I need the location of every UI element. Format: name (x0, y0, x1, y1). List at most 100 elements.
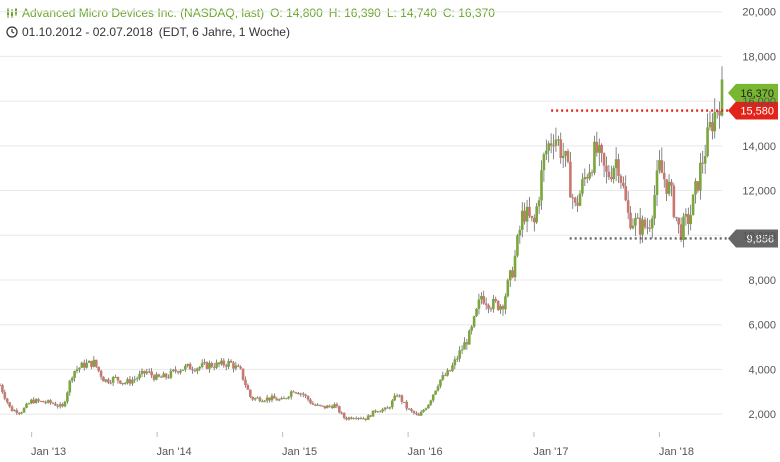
candle-body (109, 382, 113, 384)
low-value: L: 14,740 (386, 6, 437, 20)
candle-body (304, 394, 307, 396)
candle-body (641, 219, 644, 235)
close-value: C: 16,370 (442, 6, 495, 20)
candle-body (448, 370, 452, 372)
candle-body (311, 403, 315, 405)
candle-body (383, 407, 387, 410)
candle-body (313, 404, 317, 406)
candle-body (691, 194, 695, 216)
level-label: 9,856 (746, 233, 774, 245)
candle-body (49, 400, 52, 403)
candle-body (475, 308, 478, 317)
chart-header: Advanced Micro Devices Inc. (NASDAQ, las… (6, 5, 495, 41)
candle-body (518, 229, 522, 236)
candle-body (583, 177, 587, 180)
candle-body (1, 385, 4, 393)
candle-body (612, 168, 615, 180)
date-range[interactable]: 01.10.2012 - 02.07.2018 (22, 25, 153, 39)
candle-body (42, 400, 45, 403)
candle-body (143, 370, 146, 374)
instrument-title[interactable]: Advanced Micro Devices Inc. (NASDAQ, las… (22, 6, 265, 20)
candle-body (648, 227, 652, 229)
candle-body (280, 398, 283, 400)
candle-body (595, 141, 599, 153)
candle-body (458, 350, 461, 359)
candle-body (167, 377, 170, 379)
candle-body (451, 365, 454, 372)
candle-body (261, 401, 264, 403)
y-tick-label: 8,000 (748, 275, 776, 287)
candle-body (80, 362, 84, 368)
candle-body (203, 362, 206, 364)
y-tick-label: 14,000 (742, 141, 776, 153)
candle-body (15, 410, 19, 413)
candle-body (157, 374, 161, 377)
y-tick-label: 6,000 (748, 320, 776, 332)
candle-body (116, 376, 120, 381)
y-tick-label: 20,000 (742, 7, 776, 19)
candle-body (25, 403, 28, 408)
candle-body (706, 127, 709, 157)
candle-body (405, 401, 409, 409)
candle-body (667, 181, 671, 194)
candle-body (97, 366, 100, 371)
high-value: H: 16,390 (328, 6, 381, 20)
candle-body (684, 213, 688, 217)
candle-body (622, 182, 625, 187)
candle-body (82, 362, 86, 368)
candle-body (273, 395, 276, 399)
candle-body (590, 172, 594, 174)
candle-body (465, 342, 469, 345)
candle-body (670, 181, 673, 186)
candle-body (609, 177, 613, 180)
candle-body (263, 400, 267, 402)
candle-body (419, 411, 423, 416)
candle-body (427, 404, 430, 409)
candle-body (32, 399, 35, 404)
candle-body (73, 371, 76, 378)
candle-body (138, 373, 141, 379)
candle-body (87, 360, 91, 363)
candle-body (58, 404, 62, 407)
candle-body (463, 342, 466, 350)
candle-body (354, 418, 358, 420)
y-tick-label: 2,000 (748, 409, 776, 421)
candle-body (54, 403, 57, 406)
candle-body (412, 410, 416, 414)
candle-body (232, 362, 235, 369)
candle-body (220, 360, 223, 365)
candle-body (682, 216, 685, 241)
candle-body (184, 365, 187, 370)
candle-body (121, 382, 125, 384)
candle-body (328, 405, 332, 407)
candle-body (270, 395, 274, 401)
candle-body (366, 415, 370, 420)
candle-body (658, 160, 661, 171)
candle-body (511, 270, 514, 278)
range-line: 01.10.2012 - 02.07.2018 (EDT, 6 Jahre, 1 … (6, 24, 495, 41)
candle-body (624, 186, 628, 201)
candle-body (208, 363, 211, 369)
candle-body (542, 154, 546, 171)
candle-body (600, 144, 603, 154)
candle-body (364, 418, 368, 420)
candle-body (3, 392, 7, 399)
candle-body (532, 217, 536, 223)
candle-body (617, 159, 620, 176)
candle-body (164, 373, 168, 378)
candle-body (352, 418, 356, 420)
candle-body (107, 379, 110, 383)
candle-body (436, 386, 440, 391)
candle-body (104, 379, 108, 382)
x-tick-label: Jan '18 (659, 446, 694, 458)
candle-body (70, 377, 74, 381)
candle-body (239, 366, 242, 369)
level-label: 15,580 (740, 106, 774, 118)
candle-body (292, 391, 295, 393)
candle-body (487, 304, 490, 309)
candle-body (338, 406, 341, 413)
candle-body (99, 370, 103, 377)
candle-body (636, 217, 640, 219)
candle-body (545, 150, 548, 155)
